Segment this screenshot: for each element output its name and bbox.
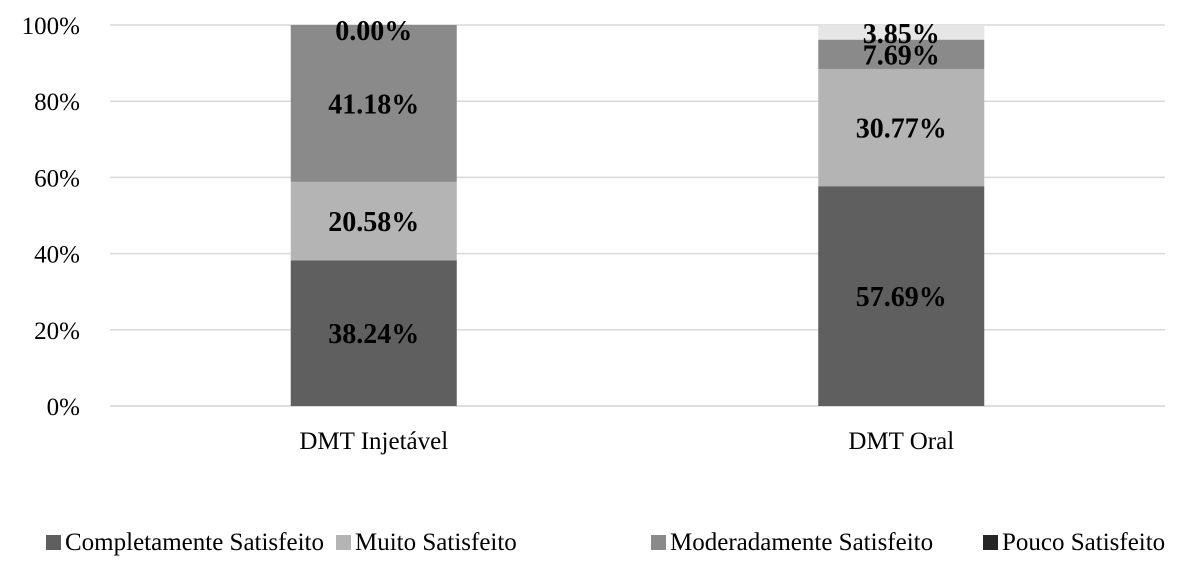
legend-swatch	[651, 535, 666, 550]
legend-swatch	[46, 535, 61, 550]
legend-label: Muito Satisfeito	[355, 529, 517, 556]
legend-label: Pouco Satisfeito	[1002, 529, 1165, 556]
y-tick-label: 20%	[34, 318, 80, 345]
y-axis-tick-labels: 0% 20% 40% 60% 80% 100%	[22, 13, 80, 421]
y-tick-label: 40%	[34, 242, 80, 269]
gridlines	[110, 24, 1165, 407]
y-tick-label: 80%	[34, 89, 80, 116]
data-label: 20.58%	[328, 207, 419, 238]
data-label: 57.69%	[856, 282, 947, 313]
bar-segment	[290, 260, 457, 406]
legend-label: Moderadamente Satisfeito	[670, 529, 933, 556]
legend-swatch	[983, 535, 998, 550]
legend: Completamente Satisfeito Muito Satisfeito…	[46, 529, 1165, 556]
bar-segment	[818, 39, 985, 69]
data-label: 3.85%	[863, 19, 940, 50]
legend-label: Completamente Satisfeito	[65, 529, 324, 556]
bar-segment	[818, 186, 985, 406]
bar-segment	[818, 25, 985, 40]
data-label: 30.77%	[856, 114, 947, 145]
y-tick-label: 100%	[22, 13, 80, 40]
bar-segment	[290, 181, 457, 261]
data-label: 38.24%	[328, 319, 419, 350]
y-tick-label: 60%	[34, 165, 80, 192]
data-labels: 38.24% 20.58% 41.18% 0.00% 57.69% 30.77% 7.69%…	[328, 16, 947, 350]
bars	[290, 25, 985, 406]
category-label: DMT Injetável	[299, 428, 448, 455]
bar-segment	[818, 68, 985, 187]
bar-segment	[290, 25, 457, 182]
y-tick-label: 0%	[47, 394, 80, 421]
data-label: 0.00%	[335, 16, 412, 47]
data-label: 41.18%	[328, 89, 419, 120]
x-axis-category-labels: DMT Injetável DMT Oral	[299, 428, 954, 455]
legend-swatch	[336, 535, 351, 550]
data-label: 7.69%	[863, 40, 940, 71]
category-label: DMT Oral	[848, 428, 954, 455]
